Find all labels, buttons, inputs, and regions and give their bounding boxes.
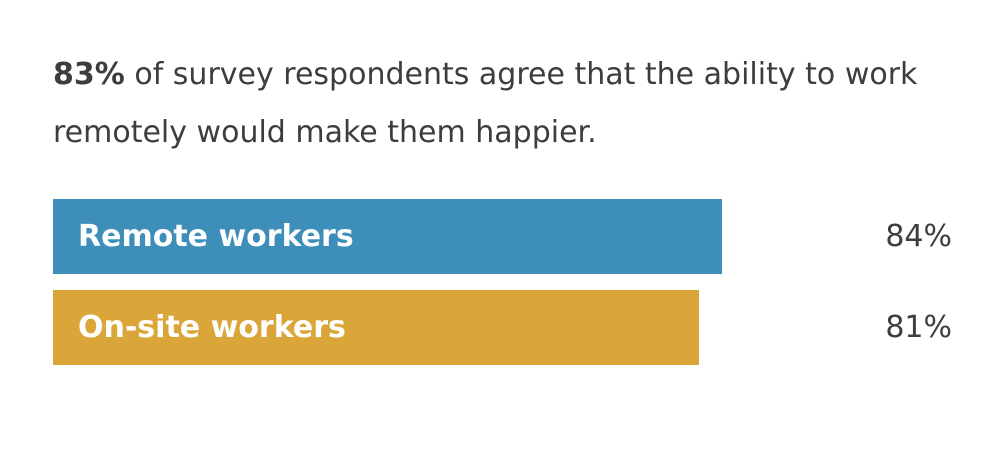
headline-stat: 83% [53,57,125,92]
bar-value-label: 84% [885,219,952,254]
headline: 83% of survey respondents agree that the… [53,46,953,162]
bar-on-site-workers: On-site workers [53,290,699,365]
bar-remote-workers: Remote workers [53,199,723,274]
bar-category-label: Remote workers [78,219,354,254]
bar-category-label: On-site workers [78,310,346,345]
headline-text: of survey respondents agree that the abi… [53,57,918,150]
bar-value-label: 81% [885,310,952,345]
